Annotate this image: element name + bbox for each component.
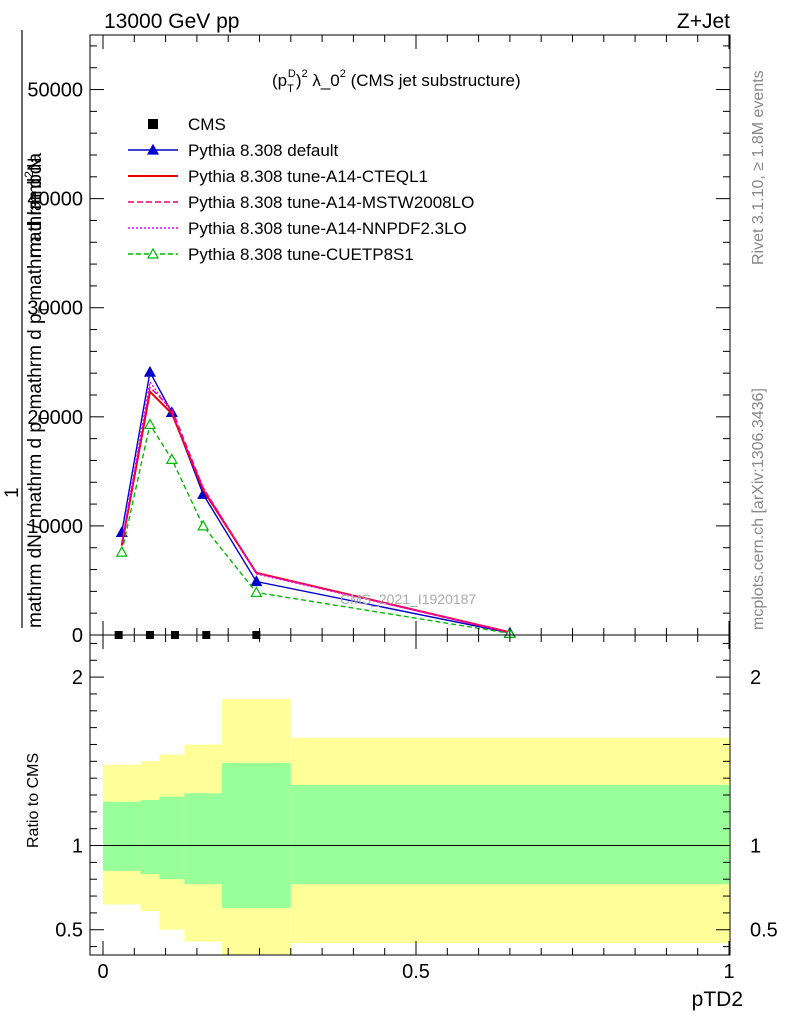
ratio-y-tick-label: 1 (72, 836, 83, 858)
series-3 (121, 385, 511, 633)
y-label-denominator: mathrm dN / mathrm d pT mathrm d pT math… (25, 153, 50, 628)
y-tick-label: 50000 (27, 80, 83, 102)
uncertainty-band-inner (103, 801, 141, 871)
uncertainty-band-inner (221, 763, 291, 908)
x-tick-label: 0.5 (402, 961, 430, 983)
legend-label: Pythia 8.308 tune-A14-NNPDF2.3LO (188, 219, 467, 238)
legend-label: CMS (188, 115, 226, 134)
header-energy-label: 13000 GeV pp (104, 10, 239, 33)
main-y-axis: 0 10000 20000 30000 40000 50000 (27, 45, 730, 647)
ratio-plot-panel: 0.5 0.51 12 2 0 0.5 1 Ratio to CMS pTD2 (25, 634, 778, 1011)
legend-label: Pythia 8.308 default (188, 141, 339, 160)
data-marker (165, 453, 178, 464)
legend-item: Pythia 8.308 tune-A14-NNPDF2.3LO (128, 219, 467, 238)
analysis-watermark: CMS_2021_I1920187 (340, 591, 476, 607)
ratio-y-tick-label-right: 2 (750, 667, 761, 689)
y-tick-label: 0 (72, 625, 83, 647)
legend-marker (146, 247, 160, 259)
legend-item: Pythia 8.308 tune-A14-MSTW2008LO (128, 193, 474, 212)
ratio-x-axis: 0 0.5 1 (97, 635, 735, 983)
main-plot-panel: 0 10000 20000 30000 40000 50000 (pTD)2 λ_02 (… (2, 30, 731, 647)
data-marker (143, 365, 156, 377)
header-process-label: Z+Jet (677, 10, 730, 33)
data-marker (250, 575, 263, 587)
uncertainty-band-inner (184, 793, 222, 885)
main-plot-frame (89, 34, 731, 636)
y-label-numerator: mathrm d2N (22, 157, 46, 258)
y-tick-label: 30000 (27, 298, 83, 320)
legend-label: Pythia 8.308 tune-A14-CTEQL1 (188, 167, 428, 186)
x-tick-label: 1 (723, 961, 734, 983)
plot-title: (pTD)2 λ_02 (CMS jet substructure) (272, 68, 521, 95)
series-line (121, 380, 511, 633)
series-5 (115, 418, 516, 638)
main-y-axis-label: mathrm d2N 1 mathrm dN / mathrm d pT mat… (2, 30, 50, 628)
series-4 (121, 380, 511, 633)
x-tick-label: 0 (97, 961, 108, 983)
mcplots-label: mcplots.cern.ch [arXiv:1306.3436] (750, 388, 767, 630)
main-x-ticks (102, 35, 730, 635)
uncertainty-band-inner (140, 800, 160, 875)
data-marker (143, 418, 156, 430)
ratio-y-tick-label: 0.5 (55, 920, 83, 942)
ratio-y-axis-label: Ratio to CMS (25, 753, 42, 848)
ratio-y-axis: 0.5 0.5 1 1 2 2 (55, 642, 778, 948)
data-marker (250, 586, 263, 598)
data-marker (115, 545, 128, 557)
series-line (121, 422, 511, 635)
legend: CMS Pythia 8.308 default Pythia 8.308 tune… (128, 115, 474, 264)
ratio-y-tick-label: 2 (72, 667, 83, 689)
legend-item: Pythia 8.308 tune-CUETP8S1 (128, 245, 414, 264)
legend-swatch (148, 119, 158, 129)
x-axis-label: pTD2 (692, 988, 743, 1011)
uncertainty-band-inner (159, 796, 185, 880)
legend-item: Pythia 8.308 tune-A14-CTEQL1 (128, 167, 428, 186)
uncertainty-band-inner (290, 784, 729, 885)
series-line (121, 385, 511, 633)
y-tick-label: 20000 (27, 407, 83, 429)
y-label-fraction-one: 1 (2, 487, 23, 498)
ratio-y-tick-label-right: 0.5 (750, 920, 778, 942)
legend-item: Pythia 8.308 default (128, 141, 339, 160)
y-tick-label: 40000 (27, 189, 83, 211)
rivet-label: Rivet 3.1.10, ≥ 1.8M events (750, 70, 767, 265)
ratio-y-tick-label-right: 1 (750, 836, 761, 858)
legend-marker (146, 143, 160, 155)
legend-item: CMS (148, 115, 226, 134)
data-marker (197, 519, 210, 531)
legend-label: Pythia 8.308 tune-A14-MSTW2008LO (188, 193, 474, 212)
y-tick-label: 10000 (27, 516, 83, 538)
legend-label: Pythia 8.308 tune-CUETP8S1 (188, 245, 414, 264)
